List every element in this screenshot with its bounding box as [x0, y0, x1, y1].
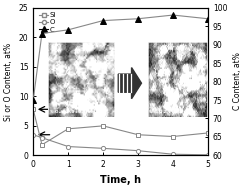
Y-axis label: C Content, at%: C Content, at% [233, 53, 242, 111]
Legend: Si, O, C: Si, O, C [37, 10, 59, 35]
Text: SiC/C 2.1±0.1 mg: SiC/C 2.1±0.1 mg [149, 110, 192, 114]
X-axis label: Time, h: Time, h [100, 175, 141, 185]
Text: SiO₂/C 2.0±0.1 mg: SiO₂/C 2.0±0.1 mg [50, 110, 95, 114]
FancyArrow shape [118, 68, 141, 99]
Y-axis label: Si or O Content, at%: Si or O Content, at% [4, 43, 13, 121]
